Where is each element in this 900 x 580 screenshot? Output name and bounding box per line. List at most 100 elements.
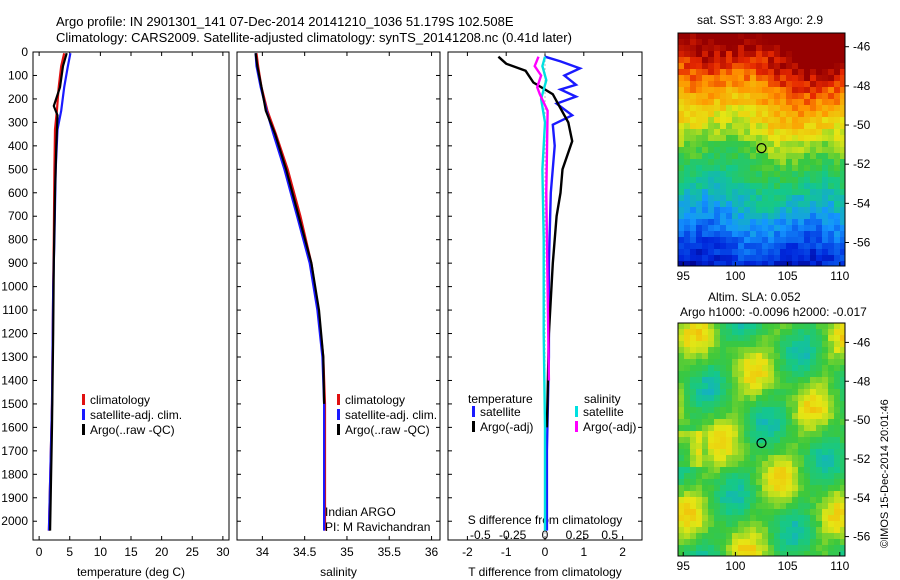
x-tick-label: 15 [124,545,138,559]
legend-swatch [337,424,340,435]
sla-title-line2: Argo h1000: -0.0096 h2000: -0.017 [680,305,867,319]
figure-title-line1: Argo profile: IN 2901301_141 07-Dec-2014… [56,14,514,29]
x-tick-label: -1 [501,545,512,559]
annotation-line2: PI: M Ravichandran [325,520,430,534]
y-tick-label: 1300 [1,350,28,364]
legend-swatch [472,406,475,417]
argo-float-marker [756,437,767,449]
x-tick-label: 1 [580,545,587,559]
series-t-argo-adj- [497,55,574,428]
map-y-tick-label: -46 [853,40,871,54]
x-tick-label: 2 [619,545,626,559]
x-axis-label: temperature (deg C) [77,565,185,579]
y-tick-label: 1200 [1,327,28,341]
legend-label: satellite [583,405,624,419]
y-tick-label: 500 [8,162,28,176]
figure-title-line2: Climatology: CARS2009. Satellite-adjuste… [56,30,572,45]
series-s-argo-adj- [533,56,551,381]
map-y-tick-label: -50 [853,413,871,427]
plot-frame [32,51,230,541]
y-tick-label: 800 [8,233,28,247]
map-y-tick-label: -52 [853,452,871,466]
y-tick-label: 900 [8,256,28,270]
x-tick-label: 20 [155,545,169,559]
map-x-tick-label: 100 [725,559,745,573]
plot-frame [236,51,441,541]
map-y-tick-label: -46 [853,335,871,349]
map-y-tick-label: -48 [853,374,871,388]
map-cells [678,33,845,266]
x-tick-label: -2 [462,545,473,559]
legend-label: Argo(-adj) [480,420,533,434]
x-tick-label: 36 [425,545,439,559]
legend-label: satellite-adj. clim. [345,408,437,422]
map-y-tick-label: -54 [853,491,871,505]
map-x-tick-label: 110 [830,559,849,573]
legend-title-salinity: salinity [584,392,621,406]
x-tick-label: 34.5 [293,545,317,559]
s-tick-label: 0.25 [566,528,590,542]
legend-swatch [82,409,85,420]
y-tick-label: 1900 [1,491,28,505]
x-tick-label: 10 [94,545,108,559]
legend-swatch [575,421,578,432]
legend-title-temperature: temperature [468,392,533,406]
map-x-tick-label: 95 [677,559,691,573]
sla-title-line1: Altim. SLA: 0.052 [708,290,801,304]
y-tick-label: 200 [8,92,28,106]
x-tick-label: 0 [542,545,549,559]
map-x-tick-label: 105 [778,269,798,283]
x-tick-label: 35 [340,545,354,559]
map-y-tick-label: -52 [853,157,871,171]
x-axis-label: salinity [320,565,357,579]
map-y-tick-label: -54 [853,196,871,210]
s-tick-label: 0 [542,528,549,542]
x-tick-label: 35.5 [378,545,402,559]
x-tick-label: 25 [186,545,200,559]
annotation-line1: Indian ARGO [325,505,396,519]
legend-label: Argo(-adj) [583,420,636,434]
legend-label: climatology [345,393,405,407]
y-tick-label: 1400 [1,373,28,387]
y-tick-label: 1700 [1,444,28,458]
map-cells [678,323,845,556]
s-tick-label: 0.5 [601,528,618,542]
y-tick-label: 1600 [1,420,28,434]
legend-swatch [575,406,578,417]
y-tick-label: 600 [8,186,28,200]
legend-swatch [82,424,85,435]
series-argo-raw-qc- [254,53,326,404]
series-argo-raw-qc- [49,52,68,531]
y-tick-label: 2000 [1,514,28,528]
y-tick-label: 1000 [1,280,28,294]
map-y-tick-label: -48 [853,79,871,93]
map-y-tick-label: -50 [853,118,871,132]
argo-float-marker [756,143,767,154]
x-tick-label: 0 [36,545,43,559]
sst-map-panel: sat. SST: 3.83 Argo: 2.9 95 100 105 110 -46 -4… [677,13,871,283]
salinity-panel: 34 34.5 35 35.5 36 salinity climatologysatelli… [236,51,441,579]
s-tick-label: -0.5 [470,528,491,542]
map-x-tick-label: 105 [778,559,798,573]
y-tick-label: 1100 [2,303,28,317]
map-x-tick-label: 100 [725,269,745,283]
map-x-tick-label: 110 [830,269,849,283]
map-y-tick-label: -56 [853,530,871,544]
map-x-tick-label: 95 [677,269,691,283]
legend-label: Argo(..raw -QC) [345,423,430,437]
legend-swatch [472,421,475,432]
legend-swatch [337,409,340,420]
y-tick-label: 0 [21,45,28,59]
x-tick-label: 34 [256,545,270,559]
sst-map-title: sat. SST: 3.83 Argo: 2.9 [697,13,823,27]
y-tick-label: 300 [8,115,28,129]
y-tick-label: 1800 [1,467,28,481]
map-y-tick-label: -56 [853,236,871,250]
legend-swatch [337,394,340,405]
legend-swatch [82,394,85,405]
y-tick-label: 700 [8,209,28,223]
temperature-panel: 0 5 10 15 20 25 300100200300400500600700800900… [1,45,230,579]
imos-credit: ©IMOS 15-Dec-2014 20:01:46 [879,399,891,548]
